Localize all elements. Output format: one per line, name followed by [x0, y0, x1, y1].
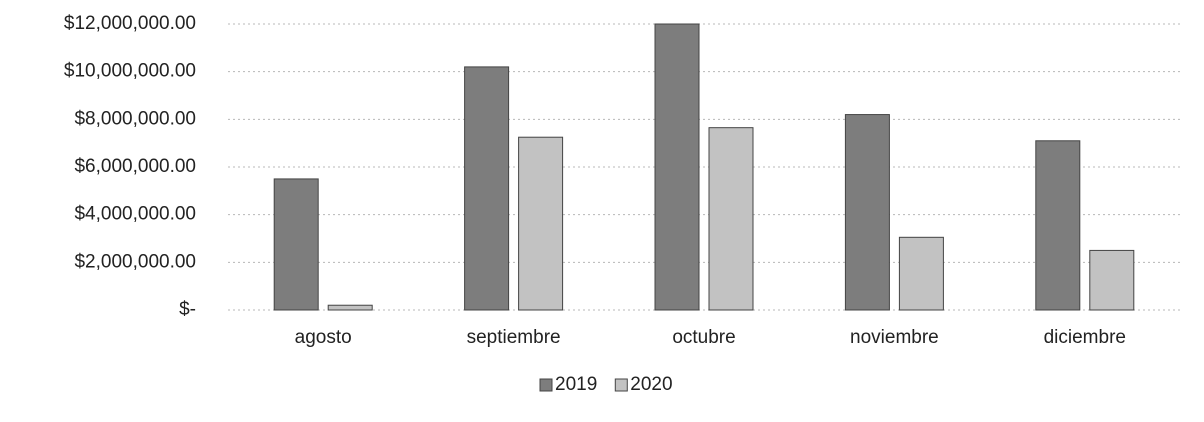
- legend-swatch: [539, 378, 553, 392]
- x-tick-label: octubre: [672, 327, 735, 348]
- x-tick-label: noviembre: [850, 327, 939, 348]
- x-tick-label: agosto: [295, 327, 352, 348]
- bar: [464, 66, 510, 311]
- x-tick-label: diciembre: [1044, 327, 1126, 348]
- bar: [898, 236, 944, 311]
- y-tick-label: $12,000,000.00: [64, 13, 196, 34]
- bar: [1089, 249, 1135, 311]
- bar: [327, 304, 373, 311]
- y-tick-label: $-: [179, 299, 196, 320]
- y-tick-label: $2,000,000.00: [74, 251, 196, 272]
- bar: [654, 23, 700, 311]
- bar: [708, 127, 754, 311]
- legend-swatch: [614, 378, 628, 392]
- legend-label: 2020: [630, 374, 672, 395]
- bar: [1035, 140, 1081, 311]
- y-tick-label: $10,000,000.00: [64, 61, 196, 82]
- bar: [518, 136, 564, 311]
- y-tick-label: $4,000,000.00: [74, 204, 196, 225]
- legend-label: 2019: [555, 374, 597, 395]
- y-tick-label: $8,000,000.00: [74, 108, 196, 129]
- bar: [273, 178, 319, 311]
- x-tick-label: septiembre: [467, 327, 561, 348]
- bar: [844, 114, 890, 311]
- y-tick-label: $6,000,000.00: [74, 156, 196, 177]
